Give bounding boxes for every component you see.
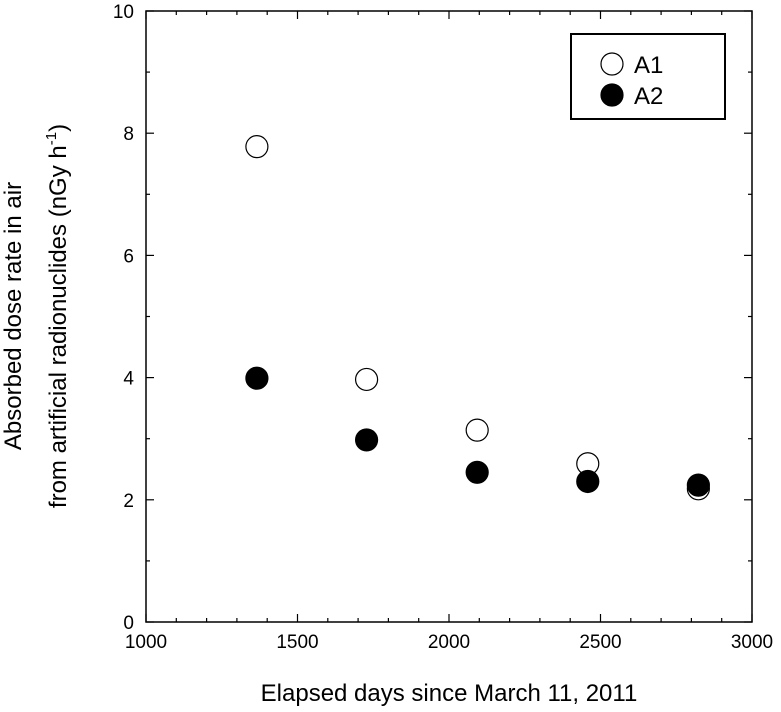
legend-marker-a1 — [600, 52, 624, 76]
y-tick-label: 4 — [123, 369, 134, 390]
x-tick-label: 3000 — [731, 632, 773, 653]
y-tick-label: 6 — [123, 246, 134, 267]
y-tick-label: 0 — [123, 613, 134, 634]
y-tick-label: 10 — [113, 2, 134, 23]
point-a1 — [245, 135, 269, 159]
point-a2 — [465, 460, 489, 484]
y-axis-title-line2-sup: -1 — [43, 132, 60, 145]
y-axis-title-line2-main: from artificial radionuclides (nGy h — [45, 145, 72, 508]
legend: A1 A2 — [570, 33, 726, 120]
legend-box — [570, 33, 726, 120]
x-tick-label: 1000 — [125, 632, 167, 653]
y-axis-title-line1: Absorbed dose rate in air — [0, 182, 27, 450]
x-tick-label: 1500 — [276, 632, 318, 653]
point-a1 — [354, 367, 379, 392]
x-axis-title: Elapsed days since March 11, 2011 — [261, 680, 638, 707]
point-a2 — [354, 428, 379, 452]
point-a1 — [465, 418, 489, 442]
legend-marker-a2 — [600, 83, 624, 107]
legend-label-a1: A1 — [634, 52, 663, 79]
data-points — [245, 135, 710, 501]
x-tick-label: 2500 — [579, 632, 621, 653]
y-axis-title-line2-end: ) — [45, 124, 72, 132]
legend-label-a2: A2 — [634, 83, 663, 110]
y-tick-label: 2 — [123, 491, 134, 512]
point-a2 — [576, 469, 600, 494]
x-tick-label: 2000 — [428, 632, 470, 653]
point-a2 — [245, 366, 269, 390]
point-a2 — [686, 473, 710, 497]
axis-tick-labels: 1000 1500 2000 2500 3000 0 2 4 6 8 10 — [113, 2, 773, 653]
y-tick-label: 8 — [123, 124, 134, 145]
axis-ticks — [145, 10, 753, 623]
y-axis-title-line2: from artificial radionuclides (nGy h-1) — [43, 124, 72, 508]
